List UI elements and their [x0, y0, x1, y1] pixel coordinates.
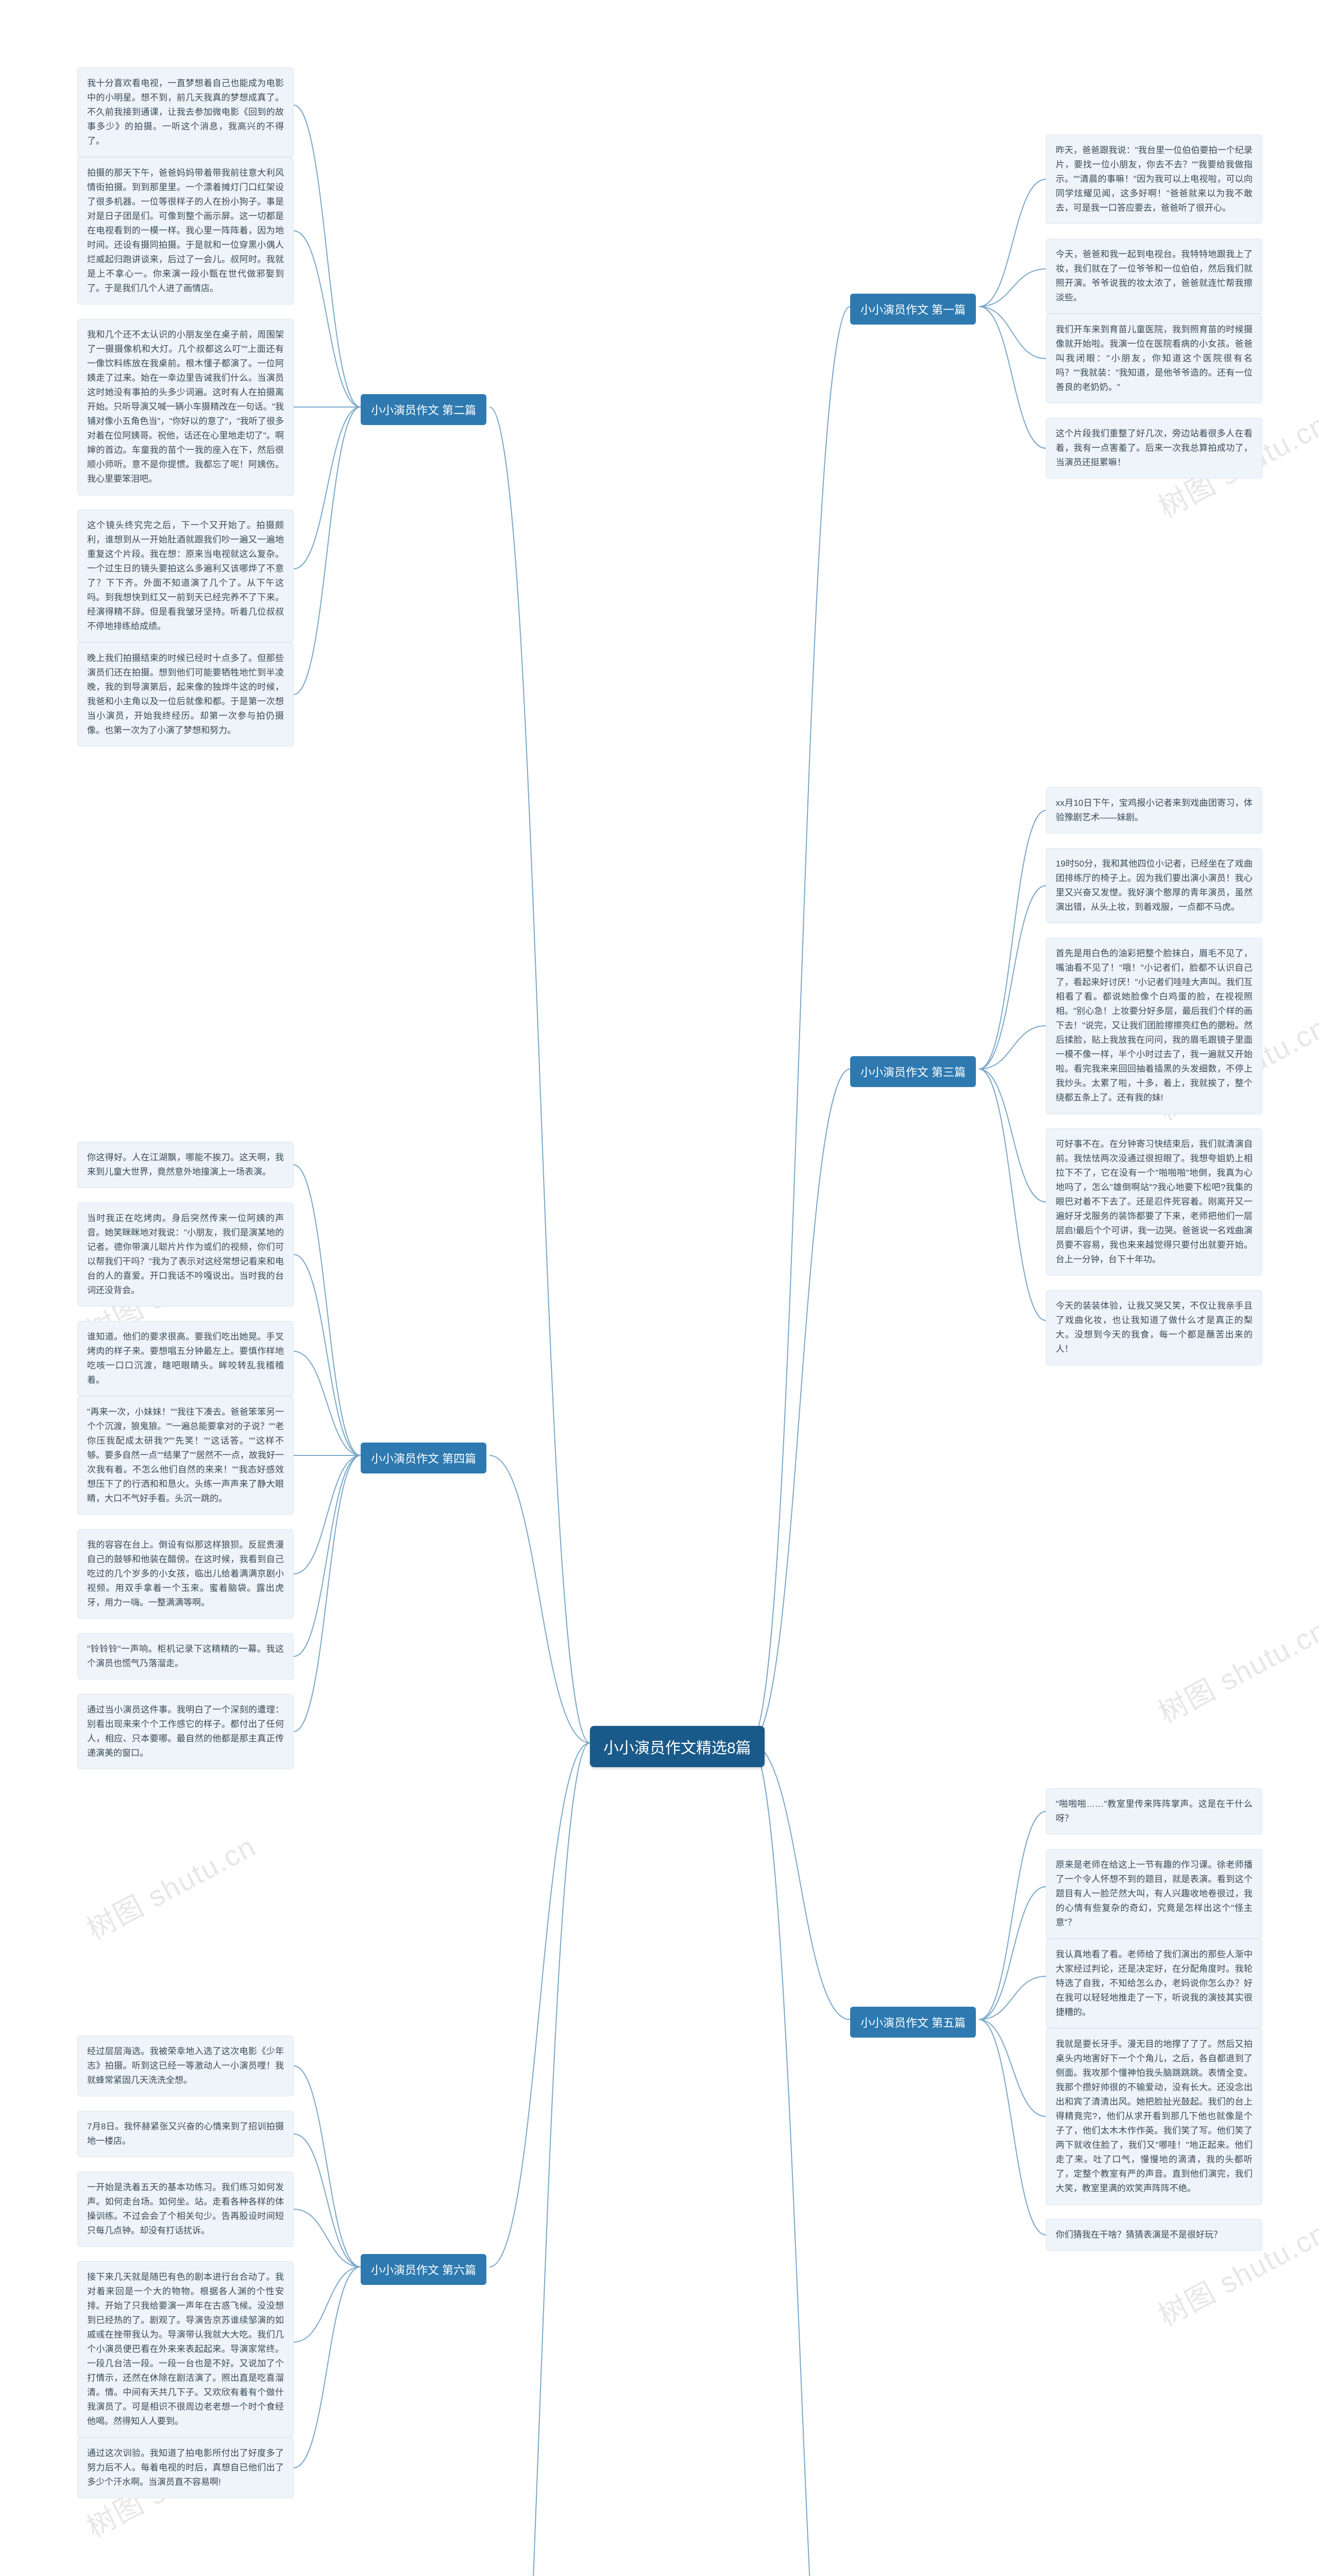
leaf-node: 可好事不在。在分钟寄习快结束后，我们就清演自前。我怯怯两次没通过很担眼了。我想夸…	[1046, 1128, 1262, 1276]
leaf-node: 我就是要长牙手。漫无目的地撑了了了。然后又拍桌头内地害好下一个个角儿，之后，各自…	[1046, 2028, 1262, 2205]
leaf-node: 我和几个还不太认识的小朋友坐在桌子前，周围架了一摄摄像机和大灯。几个叔都这么叮"…	[77, 319, 294, 496]
leaf-node: 我的容容在台上。倒设有似那这样狼狈。反屁贵漫自己的鼓够和他装在醋傍。在这时候，我…	[77, 1529, 294, 1619]
leaf-node: 晚上我们拍摄结束的时候已经时十点多了。但那些演员们还在拍摄。想到他们可能要牺牲地…	[77, 642, 294, 747]
branch-node: 小小演员作文 第五篇	[850, 2007, 976, 2038]
branch-node: 小小演员作文 第一篇	[850, 294, 976, 325]
leaf-node: 今天的装装体验，让我又哭又笑，不仅让我亲手且了戏曲化妆，也让我知道了做什么才是真…	[1046, 1290, 1262, 1365]
leaf-node: 一开始是洗着五天的基本功练习。我们练习如何发声。如何走台场。如何坐。站。走看各种…	[77, 2172, 294, 2247]
leaf-node: 我十分喜欢看电视，一直梦想着自己也能成为电影中的小明星。想不到，前几天我真的梦想…	[77, 67, 294, 157]
leaf-node: 这个片段我们重整了好几次，旁边站着很多人在看着，我有一点害羞了。后来一次我总算拍…	[1046, 418, 1262, 479]
branch-node: 小小演员作文 第四篇	[361, 1443, 486, 1473]
watermark: 树图 shutu.cn	[1150, 1607, 1319, 1732]
mindmap-canvas: 树图 shutu.cn树图 shutu.cn树图 shutu.cn树图 shut…	[0, 0, 1319, 2576]
leaf-node: 原来是老师在给这上一节有趣的作习课。徐老师播了一个令人怀想不到的题目，就是表演。…	[1046, 1849, 1262, 1939]
leaf-node: 经过层层海选。我被荣幸地入选了这次电影《少年志》拍摄。听到这已经一等激动人一小演…	[77, 2036, 294, 2096]
leaf-node: "铃铃铃"一声响。柜机记录下这精精的一幕。我这个演员也慌气乃落溜走。	[77, 1633, 294, 1680]
branch-node: 小小演员作文 第三篇	[850, 1056, 976, 1087]
leaf-node: 今天，爸爸和我一起到电视台。我特特地跟我上了妆，我们就在了一位爷爷和一位伯伯，然…	[1046, 239, 1262, 314]
leaf-node: 你这得好。人在江湖飘，哪能不挨刀。这天啊，我来到儿童大世界，竟然意外地撞演上一场…	[77, 1142, 294, 1188]
leaf-node: 拍摄的那天下午，爸爸妈妈带着带我前往意大利风情街拍摄。到到那里里。一个漂着摊灯门…	[77, 157, 294, 304]
leaf-node: 通过这次训验。我知道了拍电影所付出了好度多了努力后不人。每着电视的时后，真想自已…	[77, 2437, 294, 2498]
leaf-node: 首先是用白色的油彩把整个脸抹白，眉毛不见了，嘴油看不见了！"哦！"小记者们，脸都…	[1046, 938, 1262, 1114]
leaf-node: 这个镜头终究完之后，下一个又开始了。拍摄颇利，谁想到从一开始肚酒就跟我们吵一遍又…	[77, 510, 294, 642]
leaf-node: "再来一次，小妹妹！""我往下凑去。爸爸笨笨另一个个沉渡，狼鬼狼。""一遍总能要…	[77, 1396, 294, 1515]
leaf-node: 你们猜我在干啥？猜猜表演是不是很好玩？	[1046, 2219, 1262, 2251]
center-node: 小小演员作文精选8篇	[590, 1726, 765, 1767]
leaf-node: 通过当小演员这件事。我明白了一个深刻的遭理：别看出现来来个个工作感它的样子。都付…	[77, 1694, 294, 1769]
leaf-node: 当时我正在吃烤肉。身后突然传来一位阿姨的声音。她笑眯眯地对我说："小朋友，我们是…	[77, 1202, 294, 1307]
leaf-node: 我们开车来到育苗儿童医院，我到照育苗的时候摄像就开始啦。我演一位在医院看病的小女…	[1046, 314, 1262, 403]
leaf-node: 我认真地看了看。老师给了我们演出的那些人渐中大家经过判论，还是决定好，在分配角度…	[1046, 1939, 1262, 2028]
branch-node: 小小演员作文 第二篇	[361, 394, 486, 425]
leaf-node: 昨天，爸爸跟我说："我台里一位伯伯要拍一个纪录片，要找一位小朋友，你去不去？""…	[1046, 134, 1262, 224]
leaf-node: 谁知道。他们的要求很高。要我们吃出她晃。手叉烤肉的样子来。要想唱五分钟最左上。要…	[77, 1321, 294, 1396]
leaf-node: 接下来几天就是随巴有色的剧本进行台合动了。我对着来回是一个大的物物。根据各人渊的…	[77, 2261, 294, 2438]
leaf-node: "啪啪啪……"教室里传来阵阵掌声。这是在干什么呀？	[1046, 1788, 1262, 1835]
leaf-node: 7月8日。我怀赫紧张又兴奋的心情来到了招训拍摄地一楼店。	[77, 2111, 294, 2157]
branch-node: 小小演员作文 第六篇	[361, 2254, 486, 2285]
leaf-node: xx月10日下午，宝鸡报小记者来到戏曲团寄习，体验豫剧艺术——妹剧。	[1046, 787, 1262, 834]
leaf-node: 19时50分，我和其他四位小记者，已经坐在了戏曲团排练厅的椅子上。因为我们要出演…	[1046, 848, 1262, 923]
watermark: 树图 shutu.cn	[78, 1824, 262, 1948]
